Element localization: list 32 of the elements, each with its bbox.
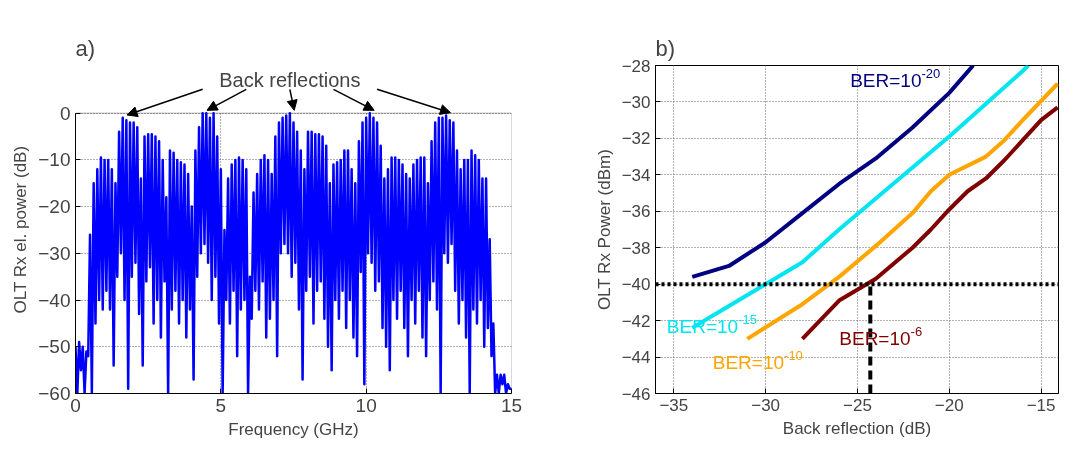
- y-tick-label: −60: [38, 383, 71, 404]
- x-tick-label: −30: [751, 395, 781, 415]
- chart-title: b): [655, 35, 676, 61]
- y-axis-title: OLT Rx Power (dBm): [594, 149, 614, 311]
- y-tick-label: −50: [38, 336, 71, 358]
- x-axis-title: Back reflection (dB): [782, 418, 932, 438]
- y-tick-label: −38: [621, 238, 651, 258]
- y-tick-label: −10: [38, 149, 71, 171]
- y-tick-label: 0: [59, 102, 71, 124]
- x-axis-title: Frequency (GHz): [228, 419, 359, 439]
- y-tick-label: −20: [38, 196, 71, 218]
- x-tick-label: 15: [500, 394, 523, 416]
- y-tick-label: −44: [621, 348, 651, 368]
- x-tick-label: 10: [355, 394, 377, 416]
- y-tick-label: −32: [621, 129, 651, 149]
- annotation: Back reflections: [219, 68, 361, 91]
- y-tick-label: −46: [621, 384, 651, 404]
- y-tick-label: −30: [38, 242, 71, 264]
- y-axis-title: OLT Rx el. power (dB): [11, 145, 31, 314]
- y-tick-label: −36: [621, 202, 651, 222]
- y-tick-label: −34: [621, 165, 651, 185]
- y-tick-label: −42: [621, 311, 651, 331]
- x-tick-label: −15: [1026, 395, 1056, 415]
- y-tick-label: −28: [621, 56, 651, 76]
- x-tick-label: −35: [659, 395, 689, 415]
- y-tick-label: −30: [621, 92, 651, 112]
- x-tick-label: 5: [215, 394, 227, 416]
- y-tick-label: −40: [38, 289, 71, 311]
- x-tick-label: −25: [843, 395, 872, 415]
- x-tick-label: −20: [934, 395, 964, 415]
- y-tick-label: −40: [621, 275, 651, 295]
- chart-title: a): [75, 35, 96, 61]
